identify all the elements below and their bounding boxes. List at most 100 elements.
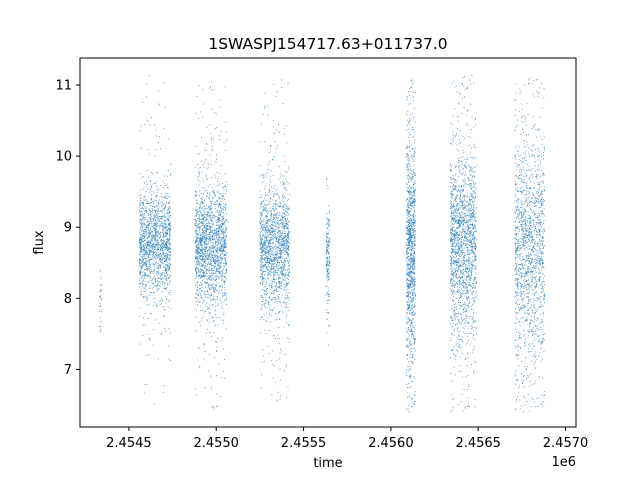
data-point	[276, 274, 278, 276]
data-point	[169, 281, 171, 283]
data-point	[157, 288, 159, 290]
data-point	[167, 306, 169, 308]
data-point	[202, 88, 204, 91]
data-point	[269, 148, 271, 150]
data-point	[211, 149, 213, 151]
data-point	[220, 239, 222, 241]
data-point	[199, 218, 201, 220]
data-point	[151, 236, 153, 238]
data-point	[221, 270, 223, 272]
data-point	[267, 269, 269, 271]
data-point	[169, 196, 171, 198]
data-point	[328, 278, 330, 280]
data-point	[278, 229, 280, 231]
data-point	[219, 248, 221, 250]
data-point	[167, 227, 169, 229]
data-point	[155, 172, 157, 174]
data-point	[212, 264, 214, 266]
data-point	[222, 243, 224, 245]
data-point	[216, 201, 218, 203]
data-point	[269, 282, 271, 284]
data-point	[144, 274, 146, 276]
data-point	[284, 220, 287, 222]
data-point	[165, 227, 167, 229]
data-point	[277, 222, 279, 224]
data-point	[168, 300, 170, 302]
data-point	[206, 308, 208, 310]
data-point	[152, 252, 154, 254]
data-point	[214, 194, 216, 196]
data-point	[213, 203, 215, 206]
data-point	[281, 196, 283, 198]
data-point	[408, 370, 410, 372]
data-point	[168, 257, 170, 259]
data-point	[198, 232, 200, 234]
data-point	[223, 299, 226, 301]
data-point	[407, 188, 409, 190]
data-point	[149, 233, 151, 235]
data-point	[199, 203, 201, 205]
data-point	[163, 316, 165, 318]
data-point	[203, 211, 205, 213]
data-point	[196, 286, 198, 289]
data-point	[225, 264, 227, 266]
data-point	[198, 248, 200, 250]
data-point	[142, 260, 144, 262]
data-point	[196, 260, 198, 262]
data-point	[210, 132, 212, 134]
data-point	[272, 224, 274, 226]
data-point	[286, 223, 288, 225]
data-point	[222, 308, 224, 310]
data-point	[155, 195, 157, 197]
data-point	[267, 261, 269, 264]
data-point	[166, 254, 168, 257]
data-point	[169, 360, 172, 362]
data-point	[278, 262, 281, 264]
data-point	[203, 301, 205, 303]
data-point	[161, 257, 163, 259]
data-point	[413, 292, 415, 294]
data-point	[287, 240, 289, 243]
data-point	[143, 317, 145, 319]
data-point	[278, 204, 280, 206]
data-point	[327, 219, 329, 221]
data-point	[199, 291, 201, 293]
data-point	[214, 232, 216, 234]
data-point	[222, 257, 224, 259]
data-point	[284, 249, 286, 252]
data-point	[157, 251, 159, 253]
data-point	[263, 176, 265, 178]
data-point	[219, 260, 221, 262]
data-point	[209, 229, 211, 231]
data-point	[169, 262, 171, 264]
data-point	[146, 269, 148, 271]
data-point	[259, 245, 261, 247]
data-point	[267, 225, 269, 227]
data-point	[195, 250, 197, 253]
data-point	[170, 225, 172, 227]
data-point	[283, 181, 285, 184]
data-point	[147, 333, 149, 335]
data-point	[147, 223, 149, 226]
data-point	[149, 239, 151, 241]
data-point	[150, 223, 152, 225]
data-point	[158, 201, 160, 203]
data-point	[200, 136, 202, 138]
data-point	[326, 177, 328, 179]
data-point	[150, 188, 152, 190]
data-point	[220, 244, 223, 246]
data-point	[216, 255, 218, 258]
data-point	[283, 232, 286, 234]
data-point	[327, 292, 329, 294]
data-point	[165, 257, 167, 259]
data-point	[196, 205, 198, 207]
data-point	[140, 222, 142, 224]
data-point	[278, 265, 280, 267]
data-point	[149, 229, 151, 232]
data-point	[162, 272, 164, 274]
data-point	[272, 267, 274, 269]
data-point	[222, 286, 224, 288]
data-point	[150, 250, 152, 252]
data-point	[206, 294, 208, 296]
data-point	[204, 188, 206, 190]
